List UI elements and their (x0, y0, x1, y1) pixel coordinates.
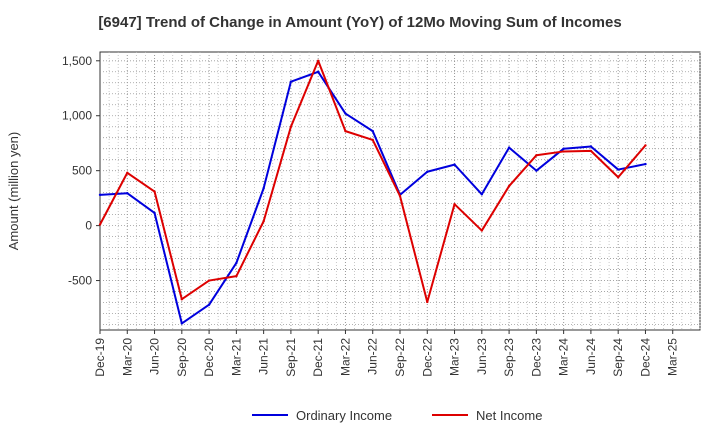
data-point-net-income (426, 300, 429, 304)
y-tick-label: 500 (72, 164, 92, 178)
data-point-ordinary-income (616, 168, 620, 171)
data-point-net-income (371, 138, 374, 142)
data-point-ordinary-income (153, 211, 156, 215)
data-point-ordinary-income (535, 169, 538, 172)
data-point-net-income (398, 194, 402, 198)
x-tick-label: Mar-23 (448, 338, 462, 376)
y-tick-label: 1,000 (62, 109, 92, 123)
data-point-ordinary-income (644, 162, 647, 166)
legend-label-ordinary-income: Ordinary Income (296, 408, 392, 423)
x-tick-label: Mar-20 (120, 338, 134, 376)
x-tick-label: Sep-24 (611, 338, 625, 377)
data-point-net-income (616, 176, 620, 179)
x-tick-label: Dec-23 (529, 338, 543, 377)
data-point-ordinary-income (426, 170, 429, 173)
data-point-net-income (644, 144, 647, 147)
y-tick-label: -500 (68, 274, 92, 288)
data-point-net-income (98, 223, 102, 226)
data-point-ordinary-income (289, 80, 293, 83)
x-tick-label: Dec-24 (638, 338, 652, 377)
data-point-ordinary-income (98, 193, 102, 197)
data-point-net-income (535, 154, 538, 157)
data-point-net-income (262, 220, 265, 223)
data-point-net-income (180, 298, 184, 301)
data-point-net-income (453, 202, 456, 206)
x-tick-label: Mar-25 (666, 338, 680, 376)
data-point-ordinary-income (480, 193, 484, 196)
data-point-ordinary-income (589, 145, 593, 148)
data-point-ordinary-income (262, 187, 265, 190)
data-point-net-income (153, 190, 156, 193)
data-point-ordinary-income (371, 129, 374, 133)
legend-label-net-income: Net Income (476, 408, 542, 423)
x-tick-label: Sep-21 (284, 338, 298, 377)
data-point-net-income (589, 149, 593, 153)
data-point-net-income (235, 274, 238, 278)
x-tick-label: Sep-20 (175, 338, 189, 377)
data-point-ordinary-income (316, 70, 320, 73)
x-tick-label: Jun-24 (584, 338, 598, 375)
data-point-net-income (507, 184, 511, 188)
data-point-ordinary-income (235, 261, 238, 265)
x-tick-label: Dec-21 (311, 338, 325, 377)
data-point-ordinary-income (207, 303, 211, 306)
data-point-ordinary-income (180, 322, 184, 325)
y-tick-label: 0 (85, 219, 92, 233)
x-tick-label: Jun-23 (475, 338, 489, 375)
x-tick-label: Sep-22 (393, 338, 407, 377)
data-point-net-income (126, 171, 129, 175)
x-tick-label: Mar-22 (338, 338, 352, 376)
data-point-net-income (289, 125, 293, 128)
data-point-net-income (480, 229, 484, 232)
data-point-net-income (207, 279, 211, 282)
y-axis-label: Amount (million yen) (6, 132, 21, 251)
x-tick-label: Mar-24 (557, 338, 571, 376)
data-point-ordinary-income (453, 163, 456, 166)
x-tick-label: Jun-22 (366, 338, 380, 375)
x-tick-label: Jun-21 (257, 338, 271, 375)
data-point-net-income (344, 129, 347, 133)
x-tick-label: Dec-19 (93, 338, 107, 377)
data-point-ordinary-income (507, 146, 511, 149)
x-tick-label: Dec-22 (420, 338, 434, 377)
data-point-net-income (562, 150, 565, 153)
x-tick-label: Sep-23 (502, 338, 516, 377)
x-tick-label: Jun-20 (148, 338, 162, 375)
data-point-net-income (316, 59, 320, 62)
chart-title: [6947] Trend of Change in Amount (YoY) o… (98, 14, 622, 31)
x-tick-label: Dec-20 (202, 338, 216, 377)
x-tick-label: Mar-21 (229, 338, 243, 376)
data-point-ordinary-income (344, 112, 347, 115)
data-point-ordinary-income (126, 191, 129, 195)
data-point-ordinary-income (562, 147, 565, 150)
y-tick-label: 1,500 (62, 54, 92, 68)
